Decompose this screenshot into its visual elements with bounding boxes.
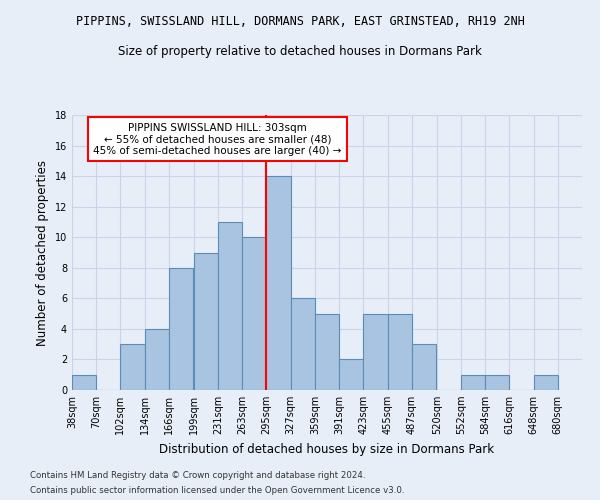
Bar: [364, 314, 388, 390]
Text: Contains public sector information licensed under the Open Government Licence v3: Contains public sector information licen…: [30, 486, 404, 495]
Bar: [218, 222, 242, 390]
Bar: [169, 268, 193, 390]
Bar: [145, 329, 169, 390]
Bar: [412, 344, 436, 390]
Bar: [461, 374, 485, 390]
Bar: [339, 360, 364, 390]
Bar: [121, 344, 145, 390]
Bar: [388, 314, 412, 390]
Bar: [533, 374, 558, 390]
X-axis label: Distribution of detached houses by size in Dormans Park: Distribution of detached houses by size …: [160, 442, 494, 456]
Bar: [242, 237, 266, 390]
Text: PIPPINS, SWISSLAND HILL, DORMANS PARK, EAST GRINSTEAD, RH19 2NH: PIPPINS, SWISSLAND HILL, DORMANS PARK, E…: [76, 15, 524, 28]
Bar: [485, 374, 509, 390]
Text: Size of property relative to detached houses in Dormans Park: Size of property relative to detached ho…: [118, 45, 482, 58]
Bar: [290, 298, 315, 390]
Bar: [194, 252, 218, 390]
Bar: [315, 314, 339, 390]
Bar: [266, 176, 290, 390]
Bar: [72, 374, 96, 390]
Y-axis label: Number of detached properties: Number of detached properties: [36, 160, 49, 346]
Text: Contains HM Land Registry data © Crown copyright and database right 2024.: Contains HM Land Registry data © Crown c…: [30, 471, 365, 480]
Text: PIPPINS SWISSLAND HILL: 303sqm
← 55% of detached houses are smaller (48)
45% of : PIPPINS SWISSLAND HILL: 303sqm ← 55% of …: [93, 122, 341, 156]
